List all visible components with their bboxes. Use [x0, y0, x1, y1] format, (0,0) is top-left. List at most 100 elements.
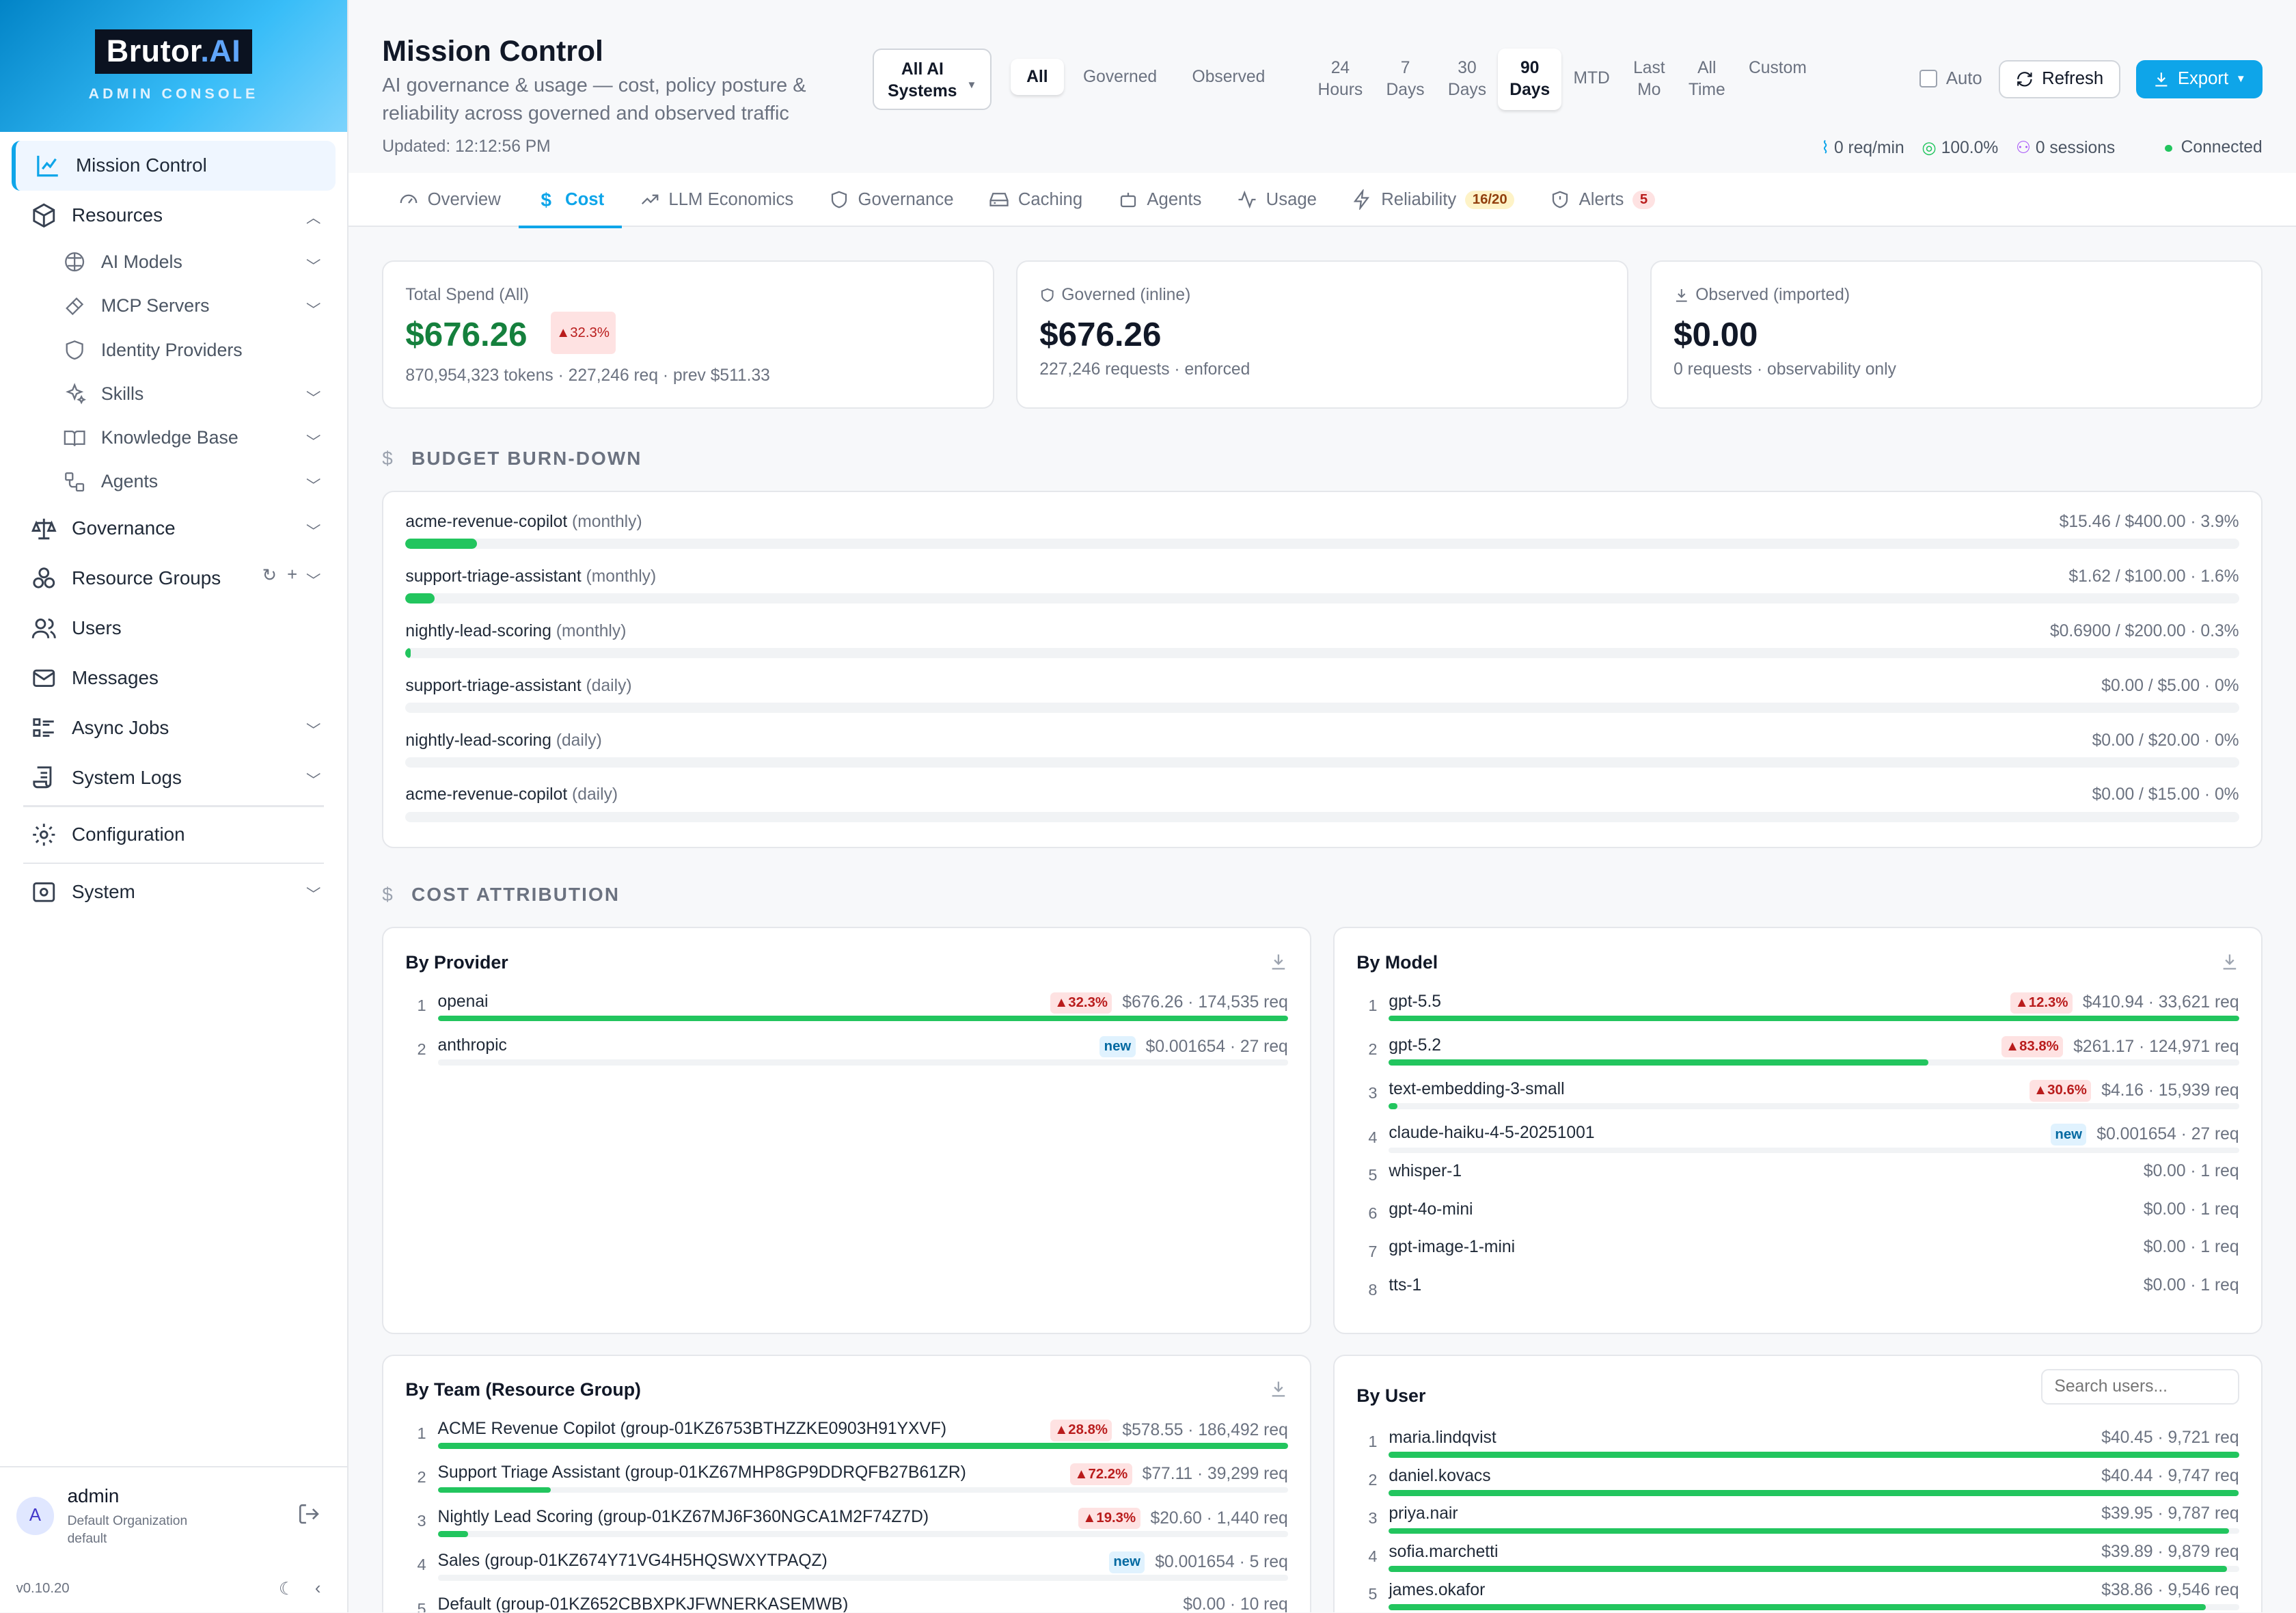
search-users-input[interactable]	[2041, 1369, 2239, 1405]
refresh-icon[interactable]: ↻	[262, 566, 277, 586]
section-title: COST ATTRIBUTION	[411, 884, 620, 906]
range-30-days[interactable]: 30 Days	[1436, 49, 1498, 110]
sidebar-item-identity-providers[interactable]: Identity Providers	[0, 328, 347, 372]
tab-label: Caching	[1017, 189, 1083, 209]
refresh-button[interactable]: Refresh	[1998, 59, 2120, 98]
sidebar-item-skills[interactable]: Skills ﹀	[0, 372, 347, 416]
tab-usage[interactable]: Usage	[1219, 173, 1335, 227]
budget-period: (daily)	[581, 676, 632, 695]
attribution-row[interactable]: 5 james.okafor $38.86 · 9,546 req	[1356, 1581, 2239, 1612]
sidebar-item-ai-models[interactable]: AI Models ﹀	[0, 240, 347, 284]
range-90-days[interactable]: 90 Days	[1498, 48, 1562, 110]
sidebar-item-resources[interactable]: Resources ︿	[0, 191, 347, 241]
mail-icon	[33, 669, 55, 687]
tab-agents[interactable]: Agents	[1100, 173, 1219, 227]
auto-refresh-checkbox[interactable]	[1919, 70, 1937, 88]
attribution-row[interactable]: 1 ACME Revenue Copilot (group-01KZ6753BTH…	[405, 1420, 1288, 1463]
budget-value: $0.00 / $15.00 · 0%	[2092, 785, 2239, 804]
download-icon[interactable]	[2220, 952, 2239, 971]
collapse-sidebar-icon[interactable]: ‹	[314, 1579, 321, 1598]
tab-label: Alerts	[1578, 189, 1624, 209]
sidebar-item-mcp-servers[interactable]: MCP Servers ﹀	[0, 284, 347, 328]
chevron-down-icon: ﹀	[306, 302, 321, 319]
range-mtd[interactable]: MTD	[1561, 49, 1622, 110]
user-profile[interactable]: A admin Default Organization default	[0, 1466, 347, 1560]
logout-icon[interactable]	[297, 1502, 320, 1526]
tab-cost[interactable]: $ Cost	[518, 173, 622, 229]
tab-overview[interactable]: Overview	[381, 173, 518, 227]
range-24-hours[interactable]: 24 Hours	[1306, 49, 1374, 110]
sidebar-item-resource-groups[interactable]: Resource Groups ↻ + ﹀	[0, 554, 347, 604]
attribution-row[interactable]: 2 anthropic new $0.001654 · 27 req	[405, 1035, 1288, 1080]
attribution-row[interactable]: 4 Sales (group-01KZ674Y71VG4H5HQSWXYTPAQZ…	[405, 1551, 1288, 1595]
divider	[23, 805, 324, 807]
attribution-row[interactable]: 2 gpt-5.2 ▲83.8% $261.17 · 124,971 req	[1356, 1035, 2239, 1080]
sidebar-item-knowledge-base[interactable]: Knowledge Base ﹀	[0, 416, 347, 460]
tab-alerts[interactable]: Alerts 5	[1532, 173, 1673, 227]
sidebar-item-system[interactable]: System ﹀	[0, 867, 347, 917]
filter-observed[interactable]: Observed	[1192, 67, 1266, 86]
attribution-row[interactable]: 1 gpt-5.5 ▲12.3% $410.94 · 33,621 req	[1356, 992, 2239, 1036]
export-button[interactable]: Export ▼	[2136, 59, 2263, 98]
attribution-row[interactable]: 5 Default (group-01KZ652CBBXPKJFWNERKASEM…	[405, 1595, 1288, 1612]
download-icon[interactable]	[1269, 952, 1288, 971]
row-share-fill	[1389, 1528, 2229, 1534]
budget-name: support-triage-assistant (daily)	[405, 677, 2239, 696]
chevron-down-icon: ﹀	[306, 523, 321, 540]
card-title: By Team (Resource Group)	[405, 1379, 641, 1400]
sidebar-item-mission-control[interactable]: Mission Control	[12, 140, 336, 191]
chevron-down-icon[interactable]: ﹀	[306, 573, 321, 590]
row-value-group: $38.86 · 9,546 req	[2101, 1581, 2239, 1600]
sidebar-item-configuration[interactable]: Configuration	[0, 810, 347, 860]
attribution-row[interactable]: 8 tts-1 $0.00 · 1 req	[1356, 1276, 2239, 1314]
tab-caching[interactable]: Caching	[971, 173, 1100, 227]
brand-name: Brutor	[106, 33, 201, 69]
row-value: $0.00 · 1 req	[2143, 1199, 2239, 1219]
kpi-label: Observed (imported)	[1695, 285, 1850, 304]
range-last-mo[interactable]: Last Mo	[1622, 49, 1677, 110]
attribution-row[interactable]: 2 daniel.kovacs $40.44 · 9,747 req	[1356, 1467, 2239, 1505]
range-7-days[interactable]: 7 Days	[1374, 49, 1436, 110]
range-all-time[interactable]: All Time	[1677, 49, 1737, 110]
range-custom[interactable]: Custom	[1737, 49, 1818, 110]
plus-icon[interactable]: +	[287, 565, 298, 585]
sidebar-item-async-jobs[interactable]: Async Jobs ﹀	[0, 703, 347, 753]
row-share-fill	[437, 1443, 1288, 1450]
range-label: Days	[1509, 80, 1550, 99]
attribution-row[interactable]: 1 openai ▲32.3% $676.26 · 174,535 req	[405, 992, 1288, 1036]
attribution-row[interactable]: 3 Nightly Lead Scoring (group-01KZ67MJ6F3…	[405, 1507, 1288, 1551]
row-rank: 1	[1368, 1433, 1378, 1451]
budget-name: nightly-lead-scoring (daily)	[405, 731, 2239, 750]
brand-logo[interactable]: Brutor.AI	[94, 29, 253, 74]
attribution-row[interactable]: 4 sofia.marchetti $39.89 · 9,879 req	[1356, 1543, 2239, 1581]
dollar-icon: $	[541, 189, 551, 211]
budget-name-text: acme-revenue-copilot	[405, 785, 568, 804]
attribution-row[interactable]: 5 whisper-1 $0.00 · 1 req	[1356, 1162, 2239, 1200]
tab-reliability[interactable]: Reliability 16/20	[1335, 173, 1532, 227]
sidebar-item-agents[interactable]: Agents ﹀	[0, 460, 347, 504]
attribution-row[interactable]: 7 gpt-image-1-mini $0.00 · 1 req	[1356, 1238, 2239, 1276]
filter-all[interactable]: All	[1010, 58, 1065, 96]
sidebar-item-messages[interactable]: Messages	[0, 653, 347, 703]
sidebar-item-label: Messages	[71, 667, 159, 689]
ai-systems-dropdown[interactable]: All AI Systems ▼	[873, 48, 992, 110]
moon-icon[interactable]: ☾	[278, 1580, 295, 1599]
attribution-row[interactable]: 4 claude-haiku-4-5-20251001 new $0.001654 ·…	[1356, 1124, 2239, 1162]
sidebar-item-governance[interactable]: Governance ﹀	[0, 504, 347, 554]
attribution-row[interactable]: 3 priya.nair $39.95 · 9,787 req	[1356, 1504, 2239, 1543]
tab-governance[interactable]: Governance	[811, 173, 971, 227]
attribution-row[interactable]: 1 maria.lindqvist $40.45 · 9,721 req	[1356, 1428, 2239, 1467]
dollar-icon: $	[382, 884, 394, 906]
auto-refresh-toggle[interactable]: Auto	[1919, 69, 1982, 89]
attribution-row[interactable]: 6 gpt-4o-mini $0.00 · 1 req	[1356, 1200, 2239, 1238]
range-label: All	[1697, 58, 1717, 77]
row-share-fill	[1389, 1490, 2239, 1496]
sidebar-item-system-logs[interactable]: System Logs ﹀	[0, 753, 347, 802]
attribution-row[interactable]: 3 text-embedding-3-small ▲30.6% $4.16 · 15,…	[1356, 1080, 2239, 1124]
row-rank: 2	[1368, 1471, 1378, 1489]
sidebar-item-users[interactable]: Users	[0, 604, 347, 653]
tab-llm-economics[interactable]: LLM Economics	[622, 173, 811, 227]
filter-governed[interactable]: Governed	[1082, 67, 1158, 86]
attribution-row[interactable]: 2 Support Triage Assistant (group-01KZ67M…	[405, 1463, 1288, 1507]
download-icon[interactable]	[1269, 1379, 1288, 1398]
